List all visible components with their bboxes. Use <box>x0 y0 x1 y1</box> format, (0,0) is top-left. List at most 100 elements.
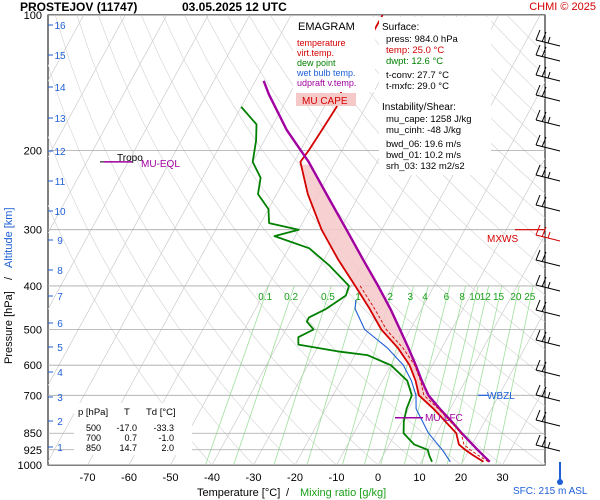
mixing-ratio-label: 8 <box>459 292 465 303</box>
wind-barb <box>535 164 561 182</box>
series-line-wet-bulb-temp <box>354 300 451 463</box>
isotherm-line <box>502 386 545 465</box>
series-line-virt-temp <box>359 285 489 463</box>
wind-barb-flag <box>547 281 551 289</box>
altitude-tick-label: 4 <box>57 368 63 379</box>
table-cell: 850 <box>86 443 101 453</box>
wind-barb-flag <box>547 441 551 449</box>
isotherm-line <box>48 15 292 462</box>
isotherm-line <box>48 15 251 386</box>
y-tick-label: 400 <box>24 281 42 293</box>
bwd01-value: bwd_01: 10.2 m/s <box>386 150 461 161</box>
wind-barb-flag <box>541 196 547 208</box>
datetime-label: 03.05.2025 12 UTC <box>182 0 287 14</box>
table-cell: 700 <box>86 433 101 443</box>
wind-barb-shaft <box>535 54 561 62</box>
wind-barb-flag <box>547 336 551 344</box>
altitude-tick-label: 13 <box>54 114 66 125</box>
x-axis-title: Temperature [°C] / Mixing ratio [g/kg] <box>197 487 386 499</box>
wind-barb <box>535 224 561 242</box>
mixing-ratio-label: 1 <box>355 292 361 303</box>
mixing-ratio-label: 0.5 <box>321 292 335 303</box>
altitude-tick-label: 2 <box>57 417 63 428</box>
wind-barb-flag <box>547 116 551 124</box>
wind-barb <box>535 84 561 102</box>
legend-item-virt-temp: virt.temp. <box>297 48 334 58</box>
wind-barb-flag <box>541 86 547 98</box>
mixing-ratio-label: 4 <box>422 292 428 303</box>
legend: EMAGRAM temperature virt.temp. dew point… <box>293 17 375 107</box>
mixing-ratio-line <box>480 285 520 465</box>
mu-eql-label: MU-EQL <box>141 159 180 170</box>
wind-barb-flag <box>535 44 541 56</box>
isotherm-line <box>0 15 1 465</box>
altitude-tick-label: 15 <box>54 51 66 62</box>
wind-barb <box>535 299 561 317</box>
mixing-ratio-label: 12 <box>480 292 492 303</box>
wind-barb-flag <box>541 436 547 448</box>
surface-temp: temp: 25.0 °C <box>386 45 444 56</box>
mixing-ratio-line <box>403 285 451 465</box>
altitude-tick-label: 6 <box>57 319 63 330</box>
wind-barb-flag <box>541 301 547 313</box>
dry-adiabat-line <box>334 15 545 244</box>
altitude-tick-label: 12 <box>54 147 66 158</box>
series-layer <box>240 15 491 463</box>
surface-dwpt: dwpt: 12.6 °C <box>386 56 443 67</box>
mixing-ratio-label: 25 <box>524 292 536 303</box>
y-tick-label: 200 <box>24 145 42 157</box>
mixing-ratio-line <box>233 285 295 465</box>
mixing-ratio-label: 15 <box>493 292 505 303</box>
wind-barb-flag <box>535 249 541 261</box>
sfc-indicator-dot <box>557 479 563 485</box>
legend-item-temperature: temperature <box>297 38 346 48</box>
legend-item-updraft: udpraft v.temp. <box>297 78 356 88</box>
wind-barb <box>535 249 561 267</box>
wind-barb-flag <box>535 384 541 396</box>
altitude-tick-label: 14 <box>54 83 66 94</box>
table-header-p: p [hPa] <box>78 407 108 418</box>
wind-barb-flag <box>541 411 547 423</box>
mixing-ratio-line <box>435 285 479 465</box>
surface-press: press: 984.0 hPa <box>386 34 459 45</box>
x-axis-label-mixing: Mixing ratio [g/kg] <box>300 487 386 499</box>
mixing-ratio-line <box>495 285 534 465</box>
dry-adiabat-line <box>356 15 545 219</box>
wind-barb-flag <box>541 331 547 343</box>
wind-barb-flag <box>541 66 547 78</box>
altitude-tick-label: 7 <box>57 292 63 303</box>
wind-barb-flag <box>535 224 541 236</box>
isotherm-line <box>294 15 541 465</box>
wind-barb-flag <box>541 276 547 288</box>
mu-lfc-label: MU-LFC <box>425 413 463 424</box>
table-cell: 500 <box>86 423 101 433</box>
cape-area-layer <box>301 164 449 418</box>
wind-barb-flag <box>535 299 541 311</box>
y-tick-label: 925 <box>24 445 42 457</box>
wind-barb-flag <box>547 71 551 79</box>
x-tick-label: -50 <box>163 472 179 484</box>
mixing-ratio-line <box>380 285 429 465</box>
level-table: p [hPa] T Td [°C] 500 -17.0 -33.3 700 0.… <box>74 403 192 455</box>
isotherm-line <box>586 15 600 465</box>
wind-barb-shaft <box>535 369 561 377</box>
mixing-ratio-line <box>421 285 466 465</box>
wind-barb <box>535 64 561 82</box>
levels-layer <box>100 161 545 419</box>
x-axis-separator: / <box>286 487 290 499</box>
wind-barb-flag <box>535 134 541 146</box>
isotherm-line <box>87 15 334 465</box>
table-cell: -1.0 <box>158 433 174 443</box>
dry-adiabat-line <box>291 15 545 296</box>
cape-area <box>301 164 449 418</box>
wind-barb-flag <box>541 226 547 238</box>
series-line-udpraft-v-temp <box>262 80 491 463</box>
wind-barb-flag <box>535 164 541 176</box>
surface-tmxfc: t-mxfc: 29.0 °C <box>386 81 449 92</box>
dry-adiabat-line <box>313 15 545 270</box>
surface-title: Surface: <box>382 22 419 33</box>
dry-adiabat-line <box>248 15 545 350</box>
legend-title: EMAGRAM <box>298 21 355 33</box>
x-tick-label: -40 <box>204 472 220 484</box>
y-axis-title: Pressure [hPa] / Altitude [km] <box>3 207 15 364</box>
